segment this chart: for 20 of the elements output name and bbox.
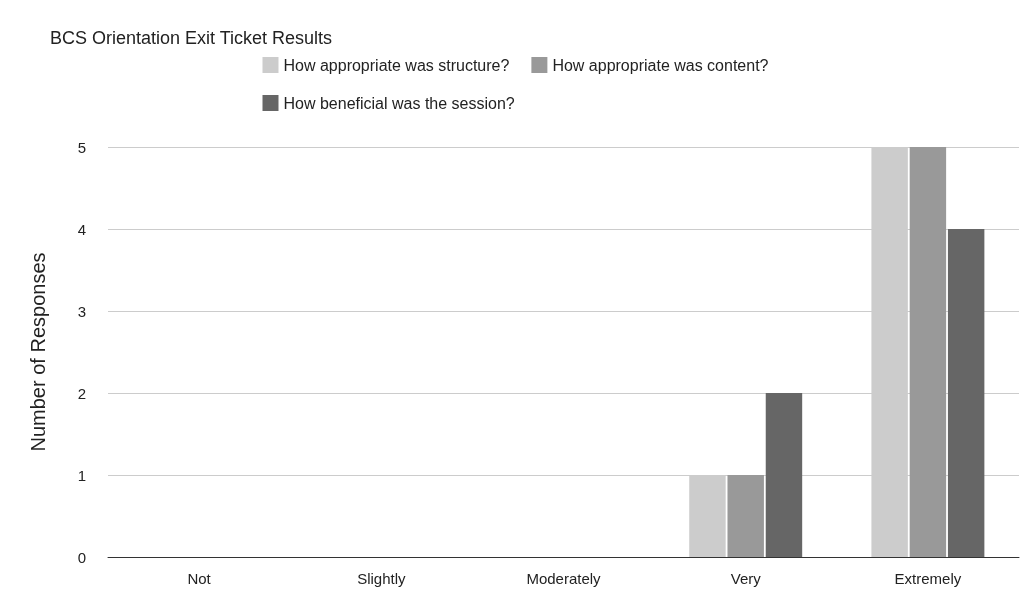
y-tick-label: 5	[77, 138, 86, 156]
y-tick-label: 0	[77, 548, 86, 566]
y-tick-label: 2	[77, 384, 86, 402]
y-tick-label: 4	[77, 220, 86, 238]
y-tick-label: 1	[77, 466, 86, 484]
bar	[947, 229, 985, 557]
bar	[909, 147, 947, 557]
chart-title: BCS Orientation Exit Ticket Results	[50, 28, 333, 48]
legend-label: How appropriate was structure?	[283, 56, 510, 74]
x-tick-label: Not	[187, 570, 212, 587]
x-tick-label: Moderately	[526, 570, 602, 587]
bar	[727, 475, 764, 557]
legend-label: How appropriate was content?	[552, 56, 769, 74]
bar	[765, 393, 803, 557]
y-tick-label: 3	[77, 302, 86, 320]
x-tick-label: Slightly	[357, 570, 406, 587]
legend-label: How beneficial was the session?	[283, 94, 515, 112]
x-tick-label: Extremely	[894, 570, 962, 587]
y-axis-title: Number of Responses	[27, 252, 49, 452]
x-tick-label: Very	[730, 570, 762, 587]
